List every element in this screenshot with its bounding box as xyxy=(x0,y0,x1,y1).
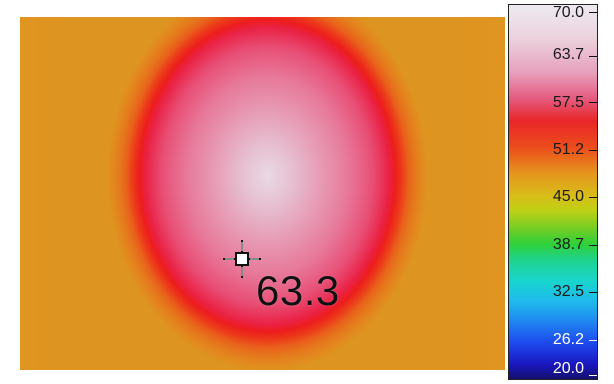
scale-label: 63.7 xyxy=(552,46,584,63)
scale-tick xyxy=(589,12,597,13)
scale-tick xyxy=(589,150,597,151)
temperature-scale: 70.0 63.7 57.5 51.2 45.0 38.7 32.5 26.2 … xyxy=(508,4,598,380)
scale-label: 32.5 xyxy=(552,283,584,300)
scale-tick xyxy=(589,292,597,293)
scale-label: 45.0 xyxy=(552,188,584,205)
scale-label: 57.5 xyxy=(552,94,584,111)
thermal-image[interactable]: 63.3 xyxy=(20,17,505,370)
scale-label: 51.2 xyxy=(552,141,584,158)
scale-tick xyxy=(589,245,597,246)
scale-tick xyxy=(589,56,597,57)
scale-tick xyxy=(589,102,597,103)
scale-label: 38.7 xyxy=(552,236,584,253)
crosshair-icon[interactable] xyxy=(221,238,263,280)
scale-label: 70.0 xyxy=(552,4,584,21)
scale-tick xyxy=(589,197,597,198)
scale-label: 26.2 xyxy=(552,331,584,348)
spot-temperature: 63.3 xyxy=(256,267,340,314)
scale-tick xyxy=(589,340,597,341)
scale-label: 20.0 xyxy=(552,360,584,377)
scale-tick xyxy=(589,375,597,376)
